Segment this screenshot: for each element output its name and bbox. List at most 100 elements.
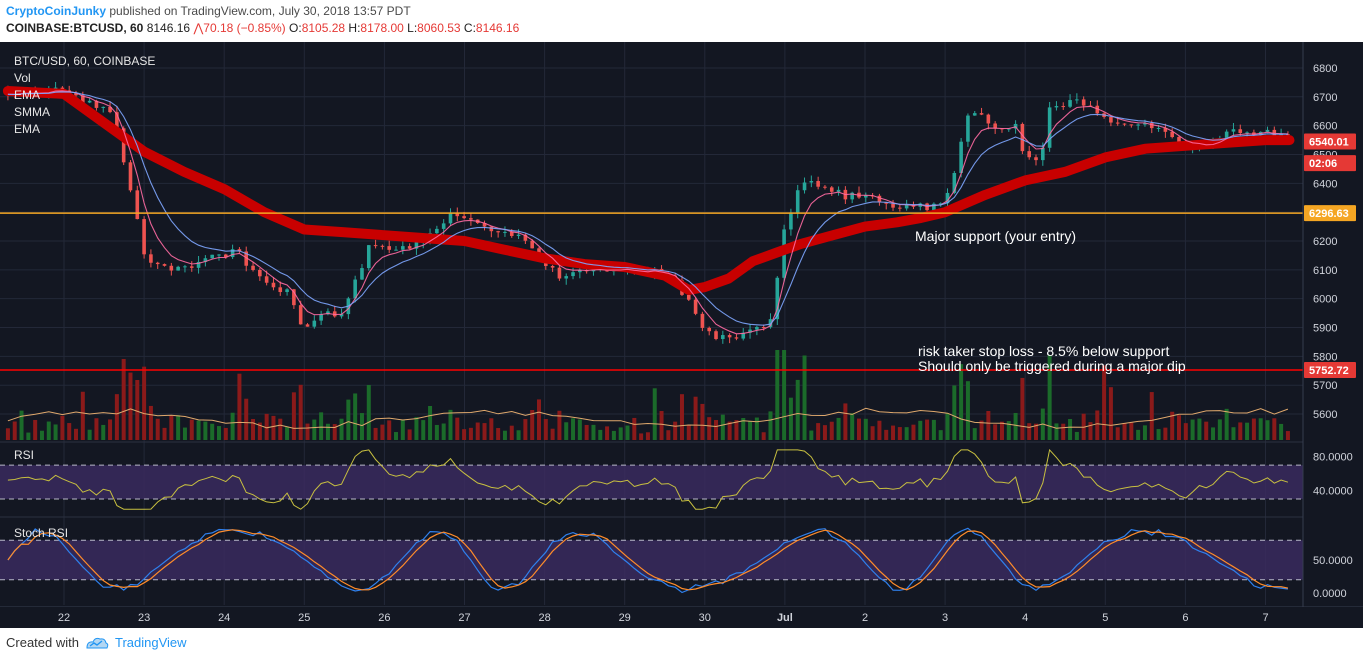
volume-bar [496, 428, 501, 440]
volume-bar [39, 430, 44, 440]
volume-bar [720, 414, 725, 440]
tradingview-link[interactable]: TradingView [114, 635, 187, 650]
publish-info: CryptoCoinJunky published on TradingView… [6, 4, 411, 18]
volume-bar [523, 419, 528, 440]
chart-background [0, 42, 1363, 607]
volume-bar [155, 418, 160, 440]
candle-body [155, 262, 160, 265]
volume-bar [850, 413, 855, 440]
candle-body [258, 269, 262, 277]
candle-body [1279, 134, 1283, 136]
candle-body [707, 327, 712, 332]
volume-bar [1190, 419, 1195, 440]
volume-bar [1176, 415, 1181, 440]
rsi-band [0, 465, 1303, 500]
time-tick-label: 25 [298, 612, 310, 624]
volume-bar [809, 430, 814, 440]
candle-body [898, 207, 902, 209]
volume-bar [843, 403, 848, 440]
candle-body [523, 234, 528, 241]
volume-bar [1013, 412, 1018, 440]
candle-body [972, 113, 977, 116]
price-tick-label: 6700 [1313, 92, 1337, 104]
volume-bar [557, 410, 562, 440]
volume-bar [448, 409, 453, 440]
tradingview-logo-icon[interactable] [85, 636, 109, 650]
volume-bar [60, 415, 65, 440]
candle-body [292, 289, 296, 306]
volume-bar [162, 427, 167, 440]
candle-body [945, 192, 950, 204]
publish-text: published on TradingView.com, July 30, 2… [109, 4, 411, 18]
volume-bar [482, 423, 487, 440]
volume-bar [1251, 418, 1256, 440]
volume-bar [829, 421, 834, 440]
candle-body [1136, 124, 1140, 126]
candle-body [768, 319, 773, 328]
volume-bar [468, 427, 473, 440]
volume-bar [1047, 355, 1052, 440]
stoch-k-line [7, 527, 1288, 594]
volume-bar [414, 417, 419, 440]
price-axis[interactable]: 5600570058005900600061006200630064006500… [1302, 42, 1363, 607]
volume-bar [203, 421, 208, 440]
time-tick-label: 24 [218, 612, 230, 624]
candle-body [1265, 129, 1270, 132]
candle-body [203, 258, 208, 262]
candle-body [298, 305, 303, 325]
candle-body [775, 277, 780, 320]
volume-bar [1006, 421, 1011, 440]
stop-price-label: 5752.72 [1309, 365, 1349, 377]
volume-bar [1163, 427, 1168, 440]
volume-bar [216, 426, 221, 440]
volume-bar [339, 418, 344, 440]
candle-body [353, 279, 357, 299]
candle-body [816, 181, 820, 187]
stoch-tick-label: 0.0000 [1313, 588, 1347, 600]
author-link[interactable]: CryptoCoinJunky [6, 4, 107, 18]
candle-body [319, 314, 323, 321]
volume-bar [816, 423, 821, 440]
candle-body [884, 202, 889, 204]
trading-chart[interactable]: RSI Stoch RSI 56005700580059006000610062… [0, 42, 1363, 630]
candle-body [850, 192, 854, 200]
volume-bar [108, 419, 113, 440]
symbol-ohlc-bar: COINBASE:BTCUSD, 60 8146.16 ⋀70.18 (−0.8… [6, 21, 519, 35]
legend-indicator: EMA [14, 122, 40, 136]
last-price-label-bg [1304, 133, 1356, 150]
candle-body [1129, 124, 1134, 126]
volume-bar [26, 432, 31, 440]
volume-bar [1211, 427, 1216, 440]
candle-body [373, 245, 378, 247]
candle-body [1027, 151, 1032, 158]
time-tick-label: 22 [58, 612, 70, 624]
price-tick-label: 6800 [1313, 63, 1337, 75]
candle-body [217, 254, 221, 256]
time-tick-label: 26 [378, 612, 390, 624]
candle-body [1115, 122, 1120, 124]
candle-body [1109, 117, 1113, 123]
price-tick-label: 6400 [1313, 178, 1337, 190]
candle-body [244, 251, 249, 266]
volume-bar [271, 415, 276, 440]
volume-bar [366, 384, 371, 440]
volume-bar [1142, 425, 1147, 440]
candle-body [1081, 99, 1086, 106]
open-value: 8105.28 [301, 21, 346, 35]
volume-bar [700, 403, 705, 440]
candle-body [571, 272, 575, 277]
candle-body [441, 223, 446, 229]
candle-body [1143, 123, 1147, 125]
smma-line-path [2, 86, 1295, 295]
candle-body [135, 190, 140, 220]
volume-bar [1115, 427, 1120, 440]
legend-indicator: SMMA [14, 105, 50, 119]
candle-body [932, 203, 936, 211]
candle-body [1224, 131, 1229, 139]
volume-bar [822, 425, 827, 440]
volume-bar [428, 406, 433, 440]
volume-bar [53, 424, 58, 440]
volume-bar [114, 394, 119, 440]
horizontal-levels[interactable] [0, 212, 1303, 371]
time-axis[interactable]: 22 23 24 25 26 27 28 29 30 Jul 2 3 4 5 6 7 [0, 606, 1363, 628]
